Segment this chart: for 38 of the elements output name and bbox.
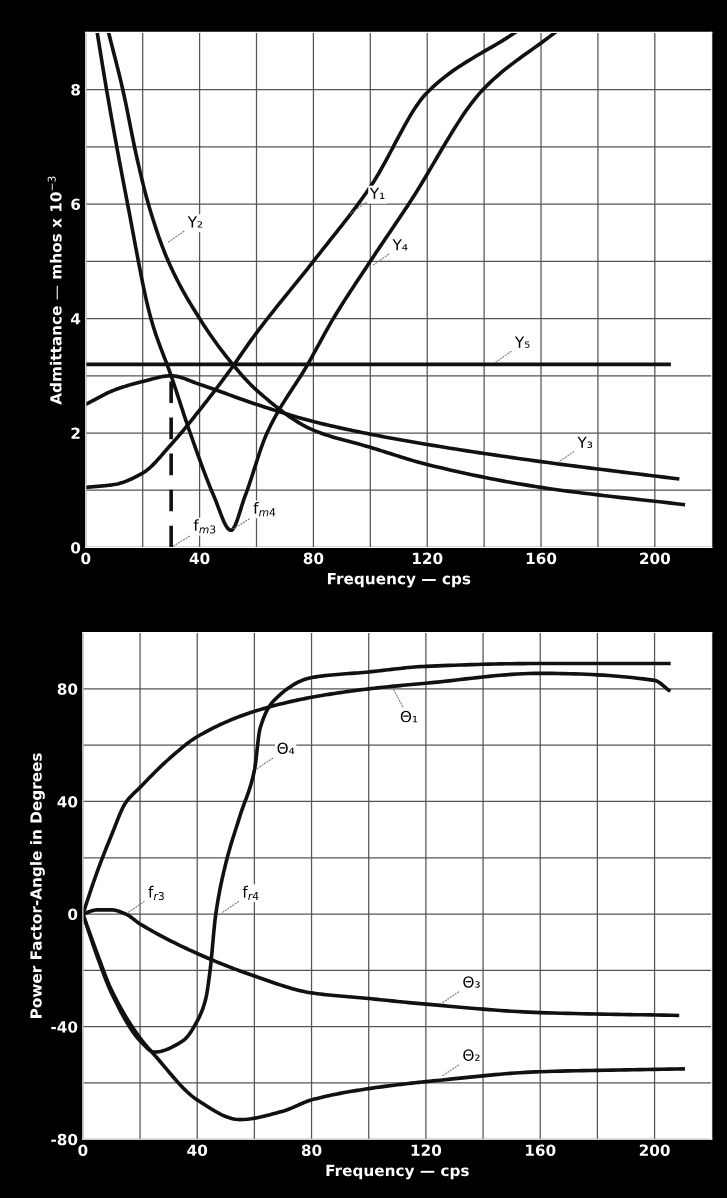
- y-tick-label: 0: [68, 908, 78, 921]
- x-tick-label: 40: [189, 552, 210, 565]
- x-tick-label: 200: [640, 552, 671, 565]
- x-tick-label: 80: [301, 1144, 322, 1156]
- annotation: Y₂: [187, 216, 203, 228]
- annotation: f$_{r4}$: [242, 885, 259, 900]
- y-axis-title: Admittance — mhos x 10$^{−3}$: [47, 176, 62, 405]
- y-tick-label: 0: [71, 541, 81, 554]
- x-tick-label: 200: [639, 1144, 670, 1156]
- annotation: f$_{m4}$: [253, 502, 276, 517]
- annotation: Θ₄: [277, 742, 295, 755]
- annotation: Y₄: [392, 239, 408, 251]
- x-axis-title: Frequency — cps: [327, 573, 471, 588]
- annotation: f$_{m3}$: [193, 519, 216, 534]
- annotation: Θ₁: [400, 710, 418, 723]
- annotation: Θ₂: [463, 1049, 480, 1061]
- y-tick-label: 80: [57, 683, 78, 695]
- y-tick-label: -40: [51, 1021, 78, 1033]
- y-tick-label: 6: [71, 198, 81, 211]
- x-tick-label: 160: [526, 1144, 556, 1156]
- y-tick-label: 8: [71, 84, 80, 96]
- x-tick-label: 120: [412, 552, 443, 565]
- x-tick-label: 80: [303, 552, 324, 565]
- annotation: f$_{r3}$: [148, 885, 164, 901]
- x-tick-label: 120: [411, 1144, 442, 1156]
- annotation: Θ₃: [463, 976, 480, 988]
- annotation: Y₁: [369, 187, 385, 199]
- y-tick-label: 4: [70, 313, 81, 325]
- x-tick-label: 0: [81, 552, 91, 565]
- annotation: Y₅: [514, 336, 530, 348]
- y-tick-label: 40: [57, 795, 78, 808]
- y-tick-label: -80: [51, 1133, 78, 1146]
- x-tick-label: 160: [526, 552, 557, 565]
- x-axis-title: Frequency — cps: [326, 1164, 469, 1180]
- y-axis-title: Power Factor-Angle in Degrees: [29, 753, 45, 1018]
- annotation: Y₃: [577, 436, 593, 448]
- x-tick-label: 40: [187, 1144, 208, 1156]
- y-tick-label: 2: [71, 427, 80, 439]
